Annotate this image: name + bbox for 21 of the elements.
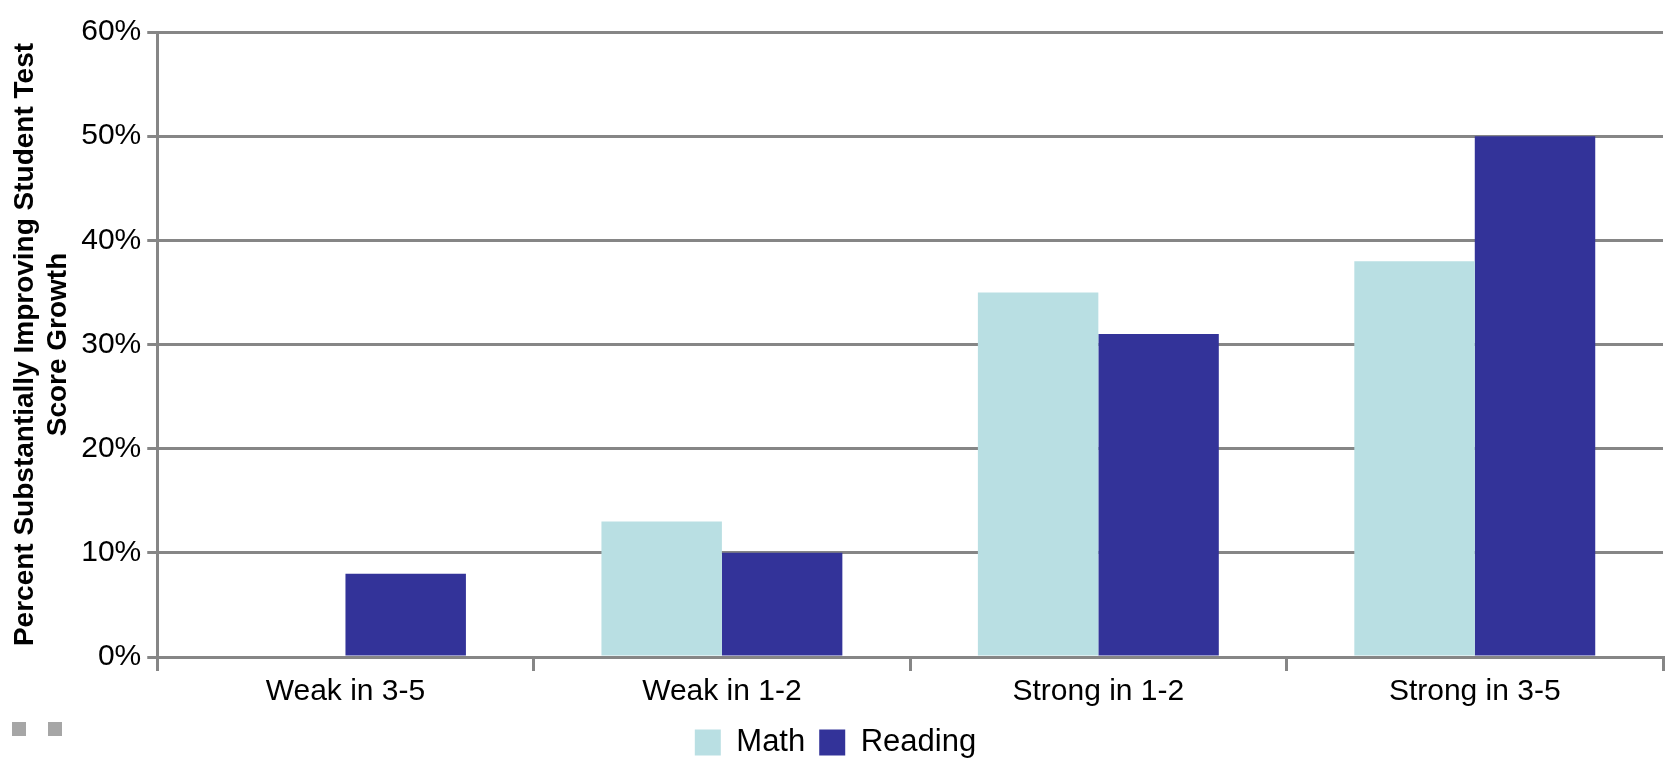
bar [721,552,843,656]
y-tick-label: 20% [81,429,142,463]
bar [1474,136,1596,656]
y-tick-label: 0% [97,638,142,672]
bar [1354,261,1475,656]
x-tick-label: Strong in 3-5 [1388,673,1561,707]
x-tick-label: Weak in 1-2 [642,673,802,707]
y-tick-label: 40% [81,221,142,255]
y-tick-label: 10% [81,534,142,568]
bar [601,521,722,656]
legend-label: Math [736,723,806,759]
y-tick-label: 50% [81,117,142,151]
y-tick-label: 60% [81,13,142,47]
bar [977,292,1099,656]
y-tick-label: 30% [81,325,142,359]
bar [345,573,466,656]
y-axis-title: Percent Substantially Improving Student Test Score Growth [7,42,73,647]
legend-label: Reading [860,723,977,759]
x-tick-label: Strong in 1-2 [1012,673,1185,707]
x-tick-label: Weak in 3-5 [265,673,426,707]
bar [1098,334,1219,656]
